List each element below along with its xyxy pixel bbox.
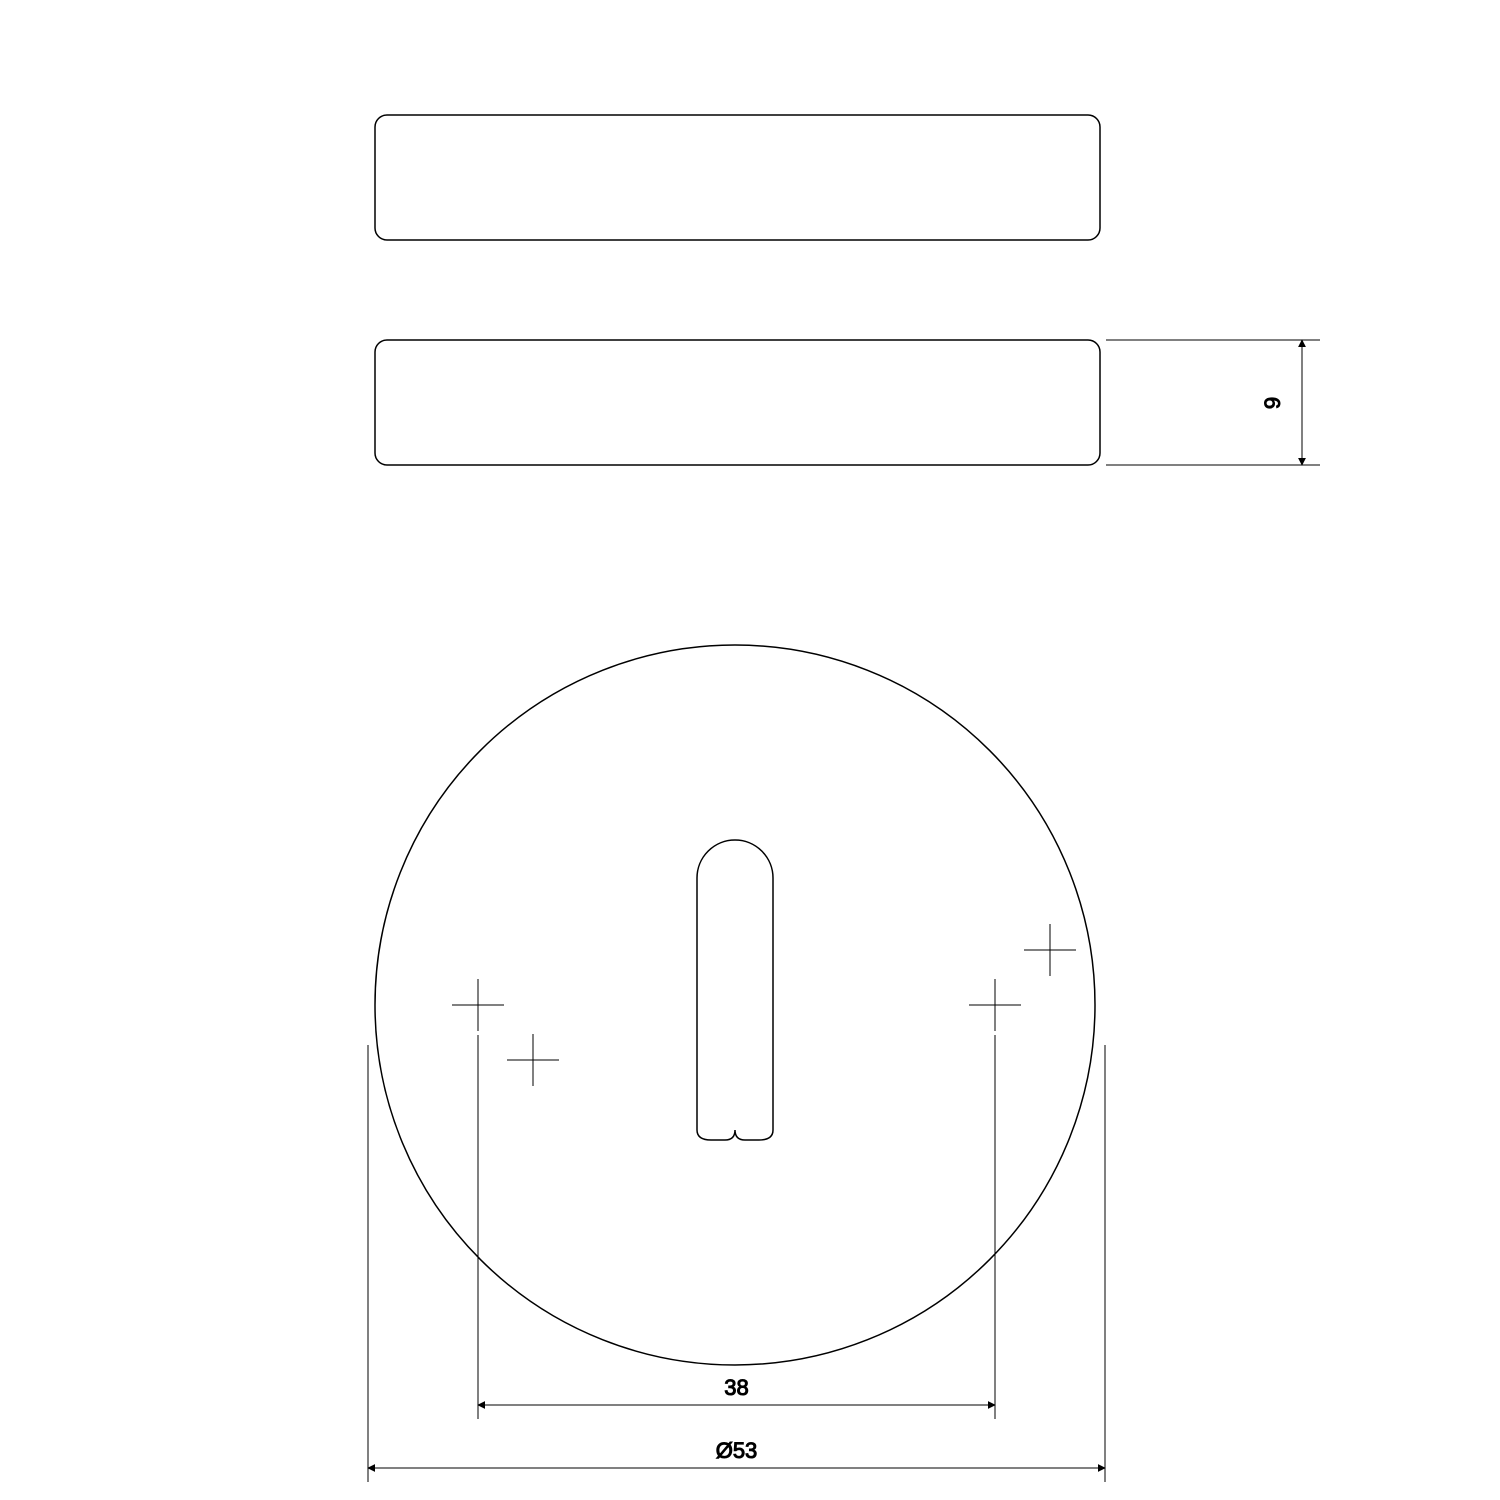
dim-label-screw-span: 38 xyxy=(724,1375,748,1400)
side-view-rect xyxy=(375,115,1100,240)
dim-label-diameter: Ø53 xyxy=(716,1438,758,1463)
side-view-rect xyxy=(375,340,1100,465)
dim-label-thickness: 9 xyxy=(1260,397,1285,409)
keyhole-outline xyxy=(697,840,773,1140)
